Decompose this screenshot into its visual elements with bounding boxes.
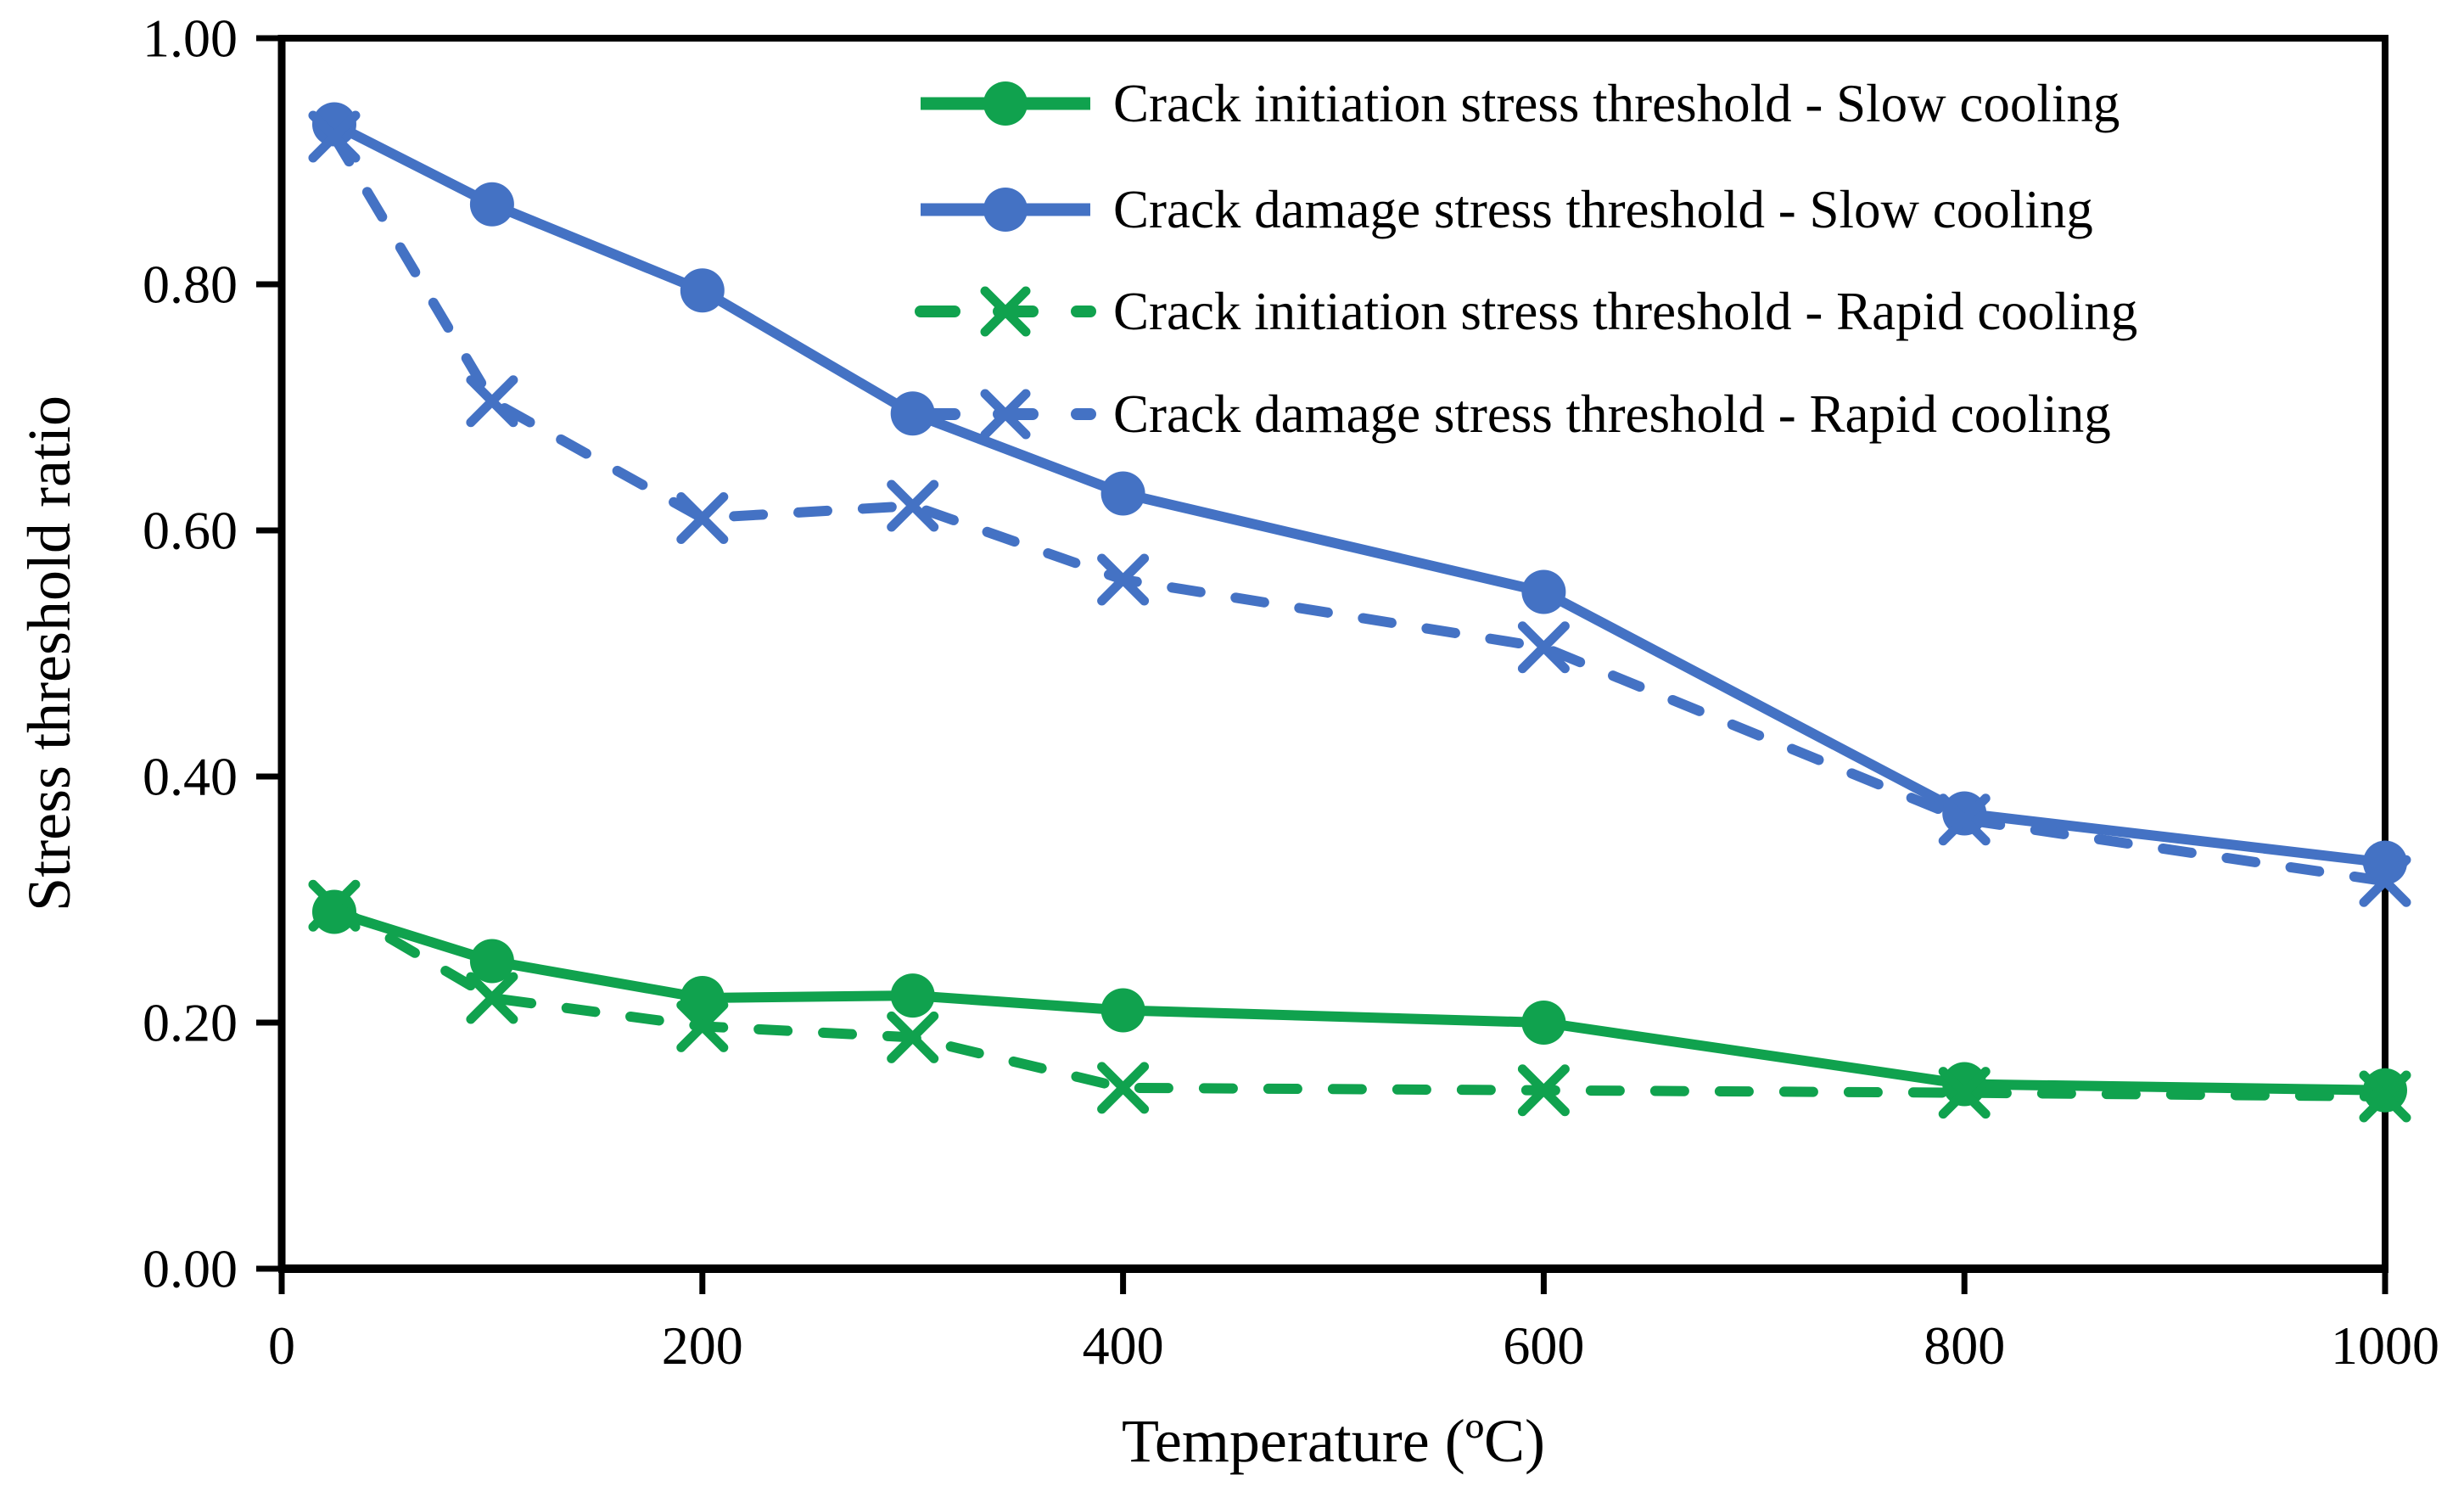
circle-marker bbox=[680, 268, 725, 313]
x-marker bbox=[1938, 793, 1991, 846]
legend-label: Crack damage stress threshold - Rapid co… bbox=[1113, 384, 2111, 444]
circle-marker bbox=[469, 939, 514, 984]
y-tick-label: 0.00 bbox=[143, 1239, 238, 1299]
legend-circle-marker bbox=[983, 81, 1028, 126]
series-crack-damage-slow bbox=[311, 102, 2407, 885]
legend-item-crack-initiation-slow: Crack initiation stress threshold - Slow… bbox=[921, 74, 2120, 133]
y-axis-title: Stress threshold ratio bbox=[15, 395, 83, 911]
x-tick-label: 1000 bbox=[2331, 1315, 2439, 1376]
x-marker bbox=[308, 879, 361, 932]
x-marker bbox=[466, 972, 518, 1024]
series-crack-damage-rapid bbox=[308, 110, 2411, 907]
x-marker bbox=[2359, 1070, 2411, 1123]
legend-item-crack-damage-rapid: Crack damage stress threshold - Rapid co… bbox=[915, 384, 2111, 444]
x-marker bbox=[1097, 553, 1150, 606]
x-marker bbox=[887, 1011, 939, 1063]
series-line-crack-damage-slow bbox=[332, 120, 2386, 868]
y-tick-label: 0.20 bbox=[143, 993, 238, 1053]
circle-marker bbox=[1100, 471, 1145, 516]
x-marker bbox=[1517, 1064, 1570, 1117]
x-axis: 0 200 400 600 800 1000 bbox=[268, 1269, 2439, 1376]
x-tick-label: 200 bbox=[662, 1315, 743, 1376]
series-line-crack-damage-rapid bbox=[328, 132, 2390, 887]
circle-marker bbox=[1942, 1062, 1987, 1107]
legend-label: Crack damage stress threshold - Slow coo… bbox=[1113, 180, 2093, 239]
x-marker bbox=[676, 492, 729, 544]
x-tick-label: 400 bbox=[1083, 1315, 1164, 1376]
x-axis-title: Temperature (ºC) bbox=[1122, 1407, 1545, 1475]
series-crack-initiation-rapid bbox=[308, 879, 2411, 1123]
circle-marker bbox=[890, 973, 935, 1018]
legend: Crack initiation stress threshold - Slow… bbox=[915, 74, 2137, 444]
y-tick-label: 1.00 bbox=[143, 8, 238, 69]
y-axis: 0.00 0.20 0.40 0.60 0.80 1.00 bbox=[143, 8, 282, 1299]
x-marker bbox=[466, 375, 518, 428]
series-line-crack-initiation-rapid bbox=[328, 900, 2390, 1102]
circle-marker bbox=[890, 391, 935, 436]
x-marker bbox=[980, 389, 1031, 440]
x-marker bbox=[1517, 621, 1570, 674]
x-marker bbox=[1097, 1062, 1150, 1114]
series-crack-initiation-slow bbox=[311, 889, 2407, 1113]
circle-marker bbox=[469, 182, 514, 227]
circle-marker bbox=[1521, 569, 1566, 614]
circle-marker bbox=[311, 102, 356, 147]
x-tick-label: 800 bbox=[1924, 1315, 2005, 1376]
legend-item-crack-initiation-rapid: Crack initiation stress threshold - Rapi… bbox=[915, 282, 2137, 341]
x-marker bbox=[1938, 1067, 1991, 1119]
x-tick-label: 0 bbox=[268, 1315, 295, 1376]
y-tick-label: 0.80 bbox=[143, 255, 238, 315]
x-marker bbox=[887, 479, 939, 532]
plot-box bbox=[277, 35, 2388, 1273]
legend-circle-marker bbox=[983, 188, 1028, 232]
legend-item-crack-damage-slow: Crack damage stress threshold - Slow coo… bbox=[921, 180, 2093, 239]
x-marker bbox=[980, 286, 1031, 337]
legend-label: Crack initiation stress threshold - Rapi… bbox=[1113, 282, 2137, 341]
x-marker bbox=[676, 1000, 729, 1052]
y-tick-label: 0.40 bbox=[143, 747, 238, 807]
x-marker bbox=[2359, 855, 2411, 907]
x-tick-label: 600 bbox=[1503, 1315, 1584, 1376]
circle-marker bbox=[1100, 988, 1145, 1033]
y-tick-label: 0.60 bbox=[143, 501, 238, 561]
legend-label: Crack initiation stress threshold - Slow… bbox=[1113, 74, 2120, 133]
x-marker bbox=[308, 110, 361, 163]
series-line-crack-initiation-slow bbox=[333, 906, 2386, 1096]
circle-marker bbox=[1521, 1001, 1566, 1045]
